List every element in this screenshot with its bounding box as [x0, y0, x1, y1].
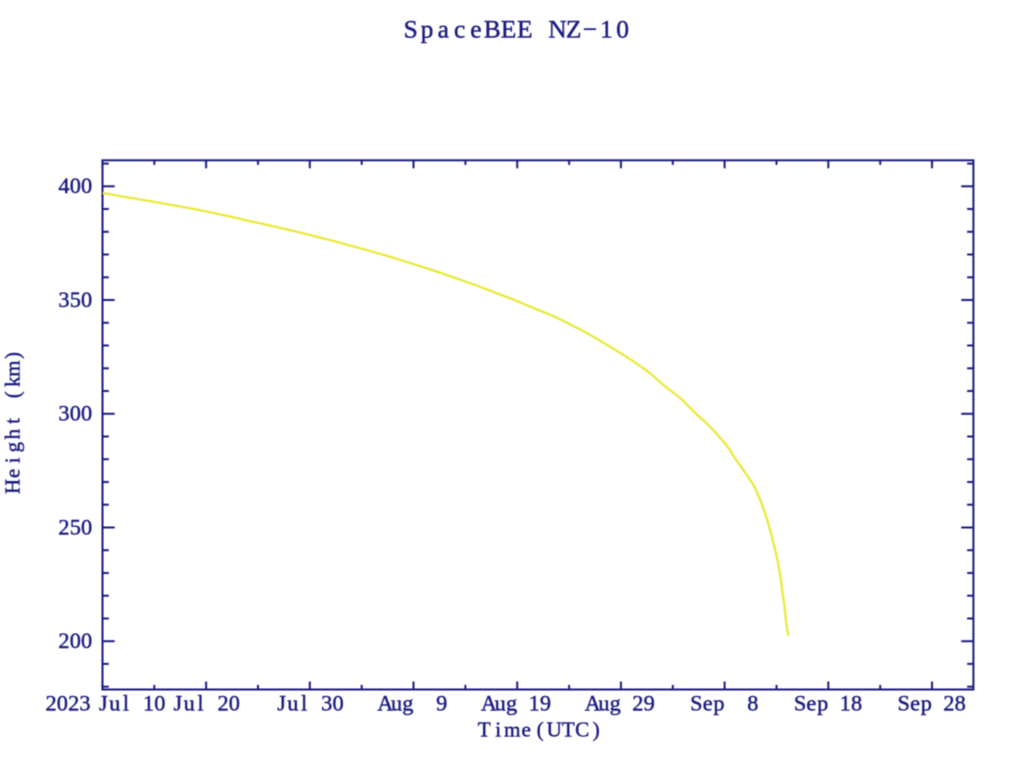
svg-text:300: 300: [58, 401, 92, 426]
svg-text:Sep 18: Sep 18: [794, 690, 862, 715]
svg-text:Height (km): Height (km): [1, 352, 25, 494]
svg-text:Aug 29: Aug 29: [585, 690, 655, 715]
svg-text:250: 250: [58, 514, 92, 539]
svg-text:Aug 9: Aug 9: [377, 690, 447, 715]
svg-text:2023: 2023: [45, 690, 90, 715]
svg-text:400: 400: [58, 173, 92, 198]
svg-text:200: 200: [58, 628, 92, 653]
svg-text:Sep 28: Sep 28: [898, 690, 966, 715]
svg-text:SpaceBEE NZ−10: SpaceBEE NZ−10: [404, 15, 629, 44]
svg-text:Sep 8: Sep 8: [690, 690, 758, 715]
svg-text:Time(UTC): Time(UTC): [478, 718, 600, 742]
svg-text:Jul 10: Jul 10: [99, 690, 165, 715]
svg-text:Jul 20: Jul 20: [174, 690, 240, 715]
svg-text:Aug 19: Aug 19: [481, 690, 551, 715]
svg-text:350: 350: [58, 287, 92, 312]
svg-text:Jul 30: Jul 30: [277, 690, 343, 715]
